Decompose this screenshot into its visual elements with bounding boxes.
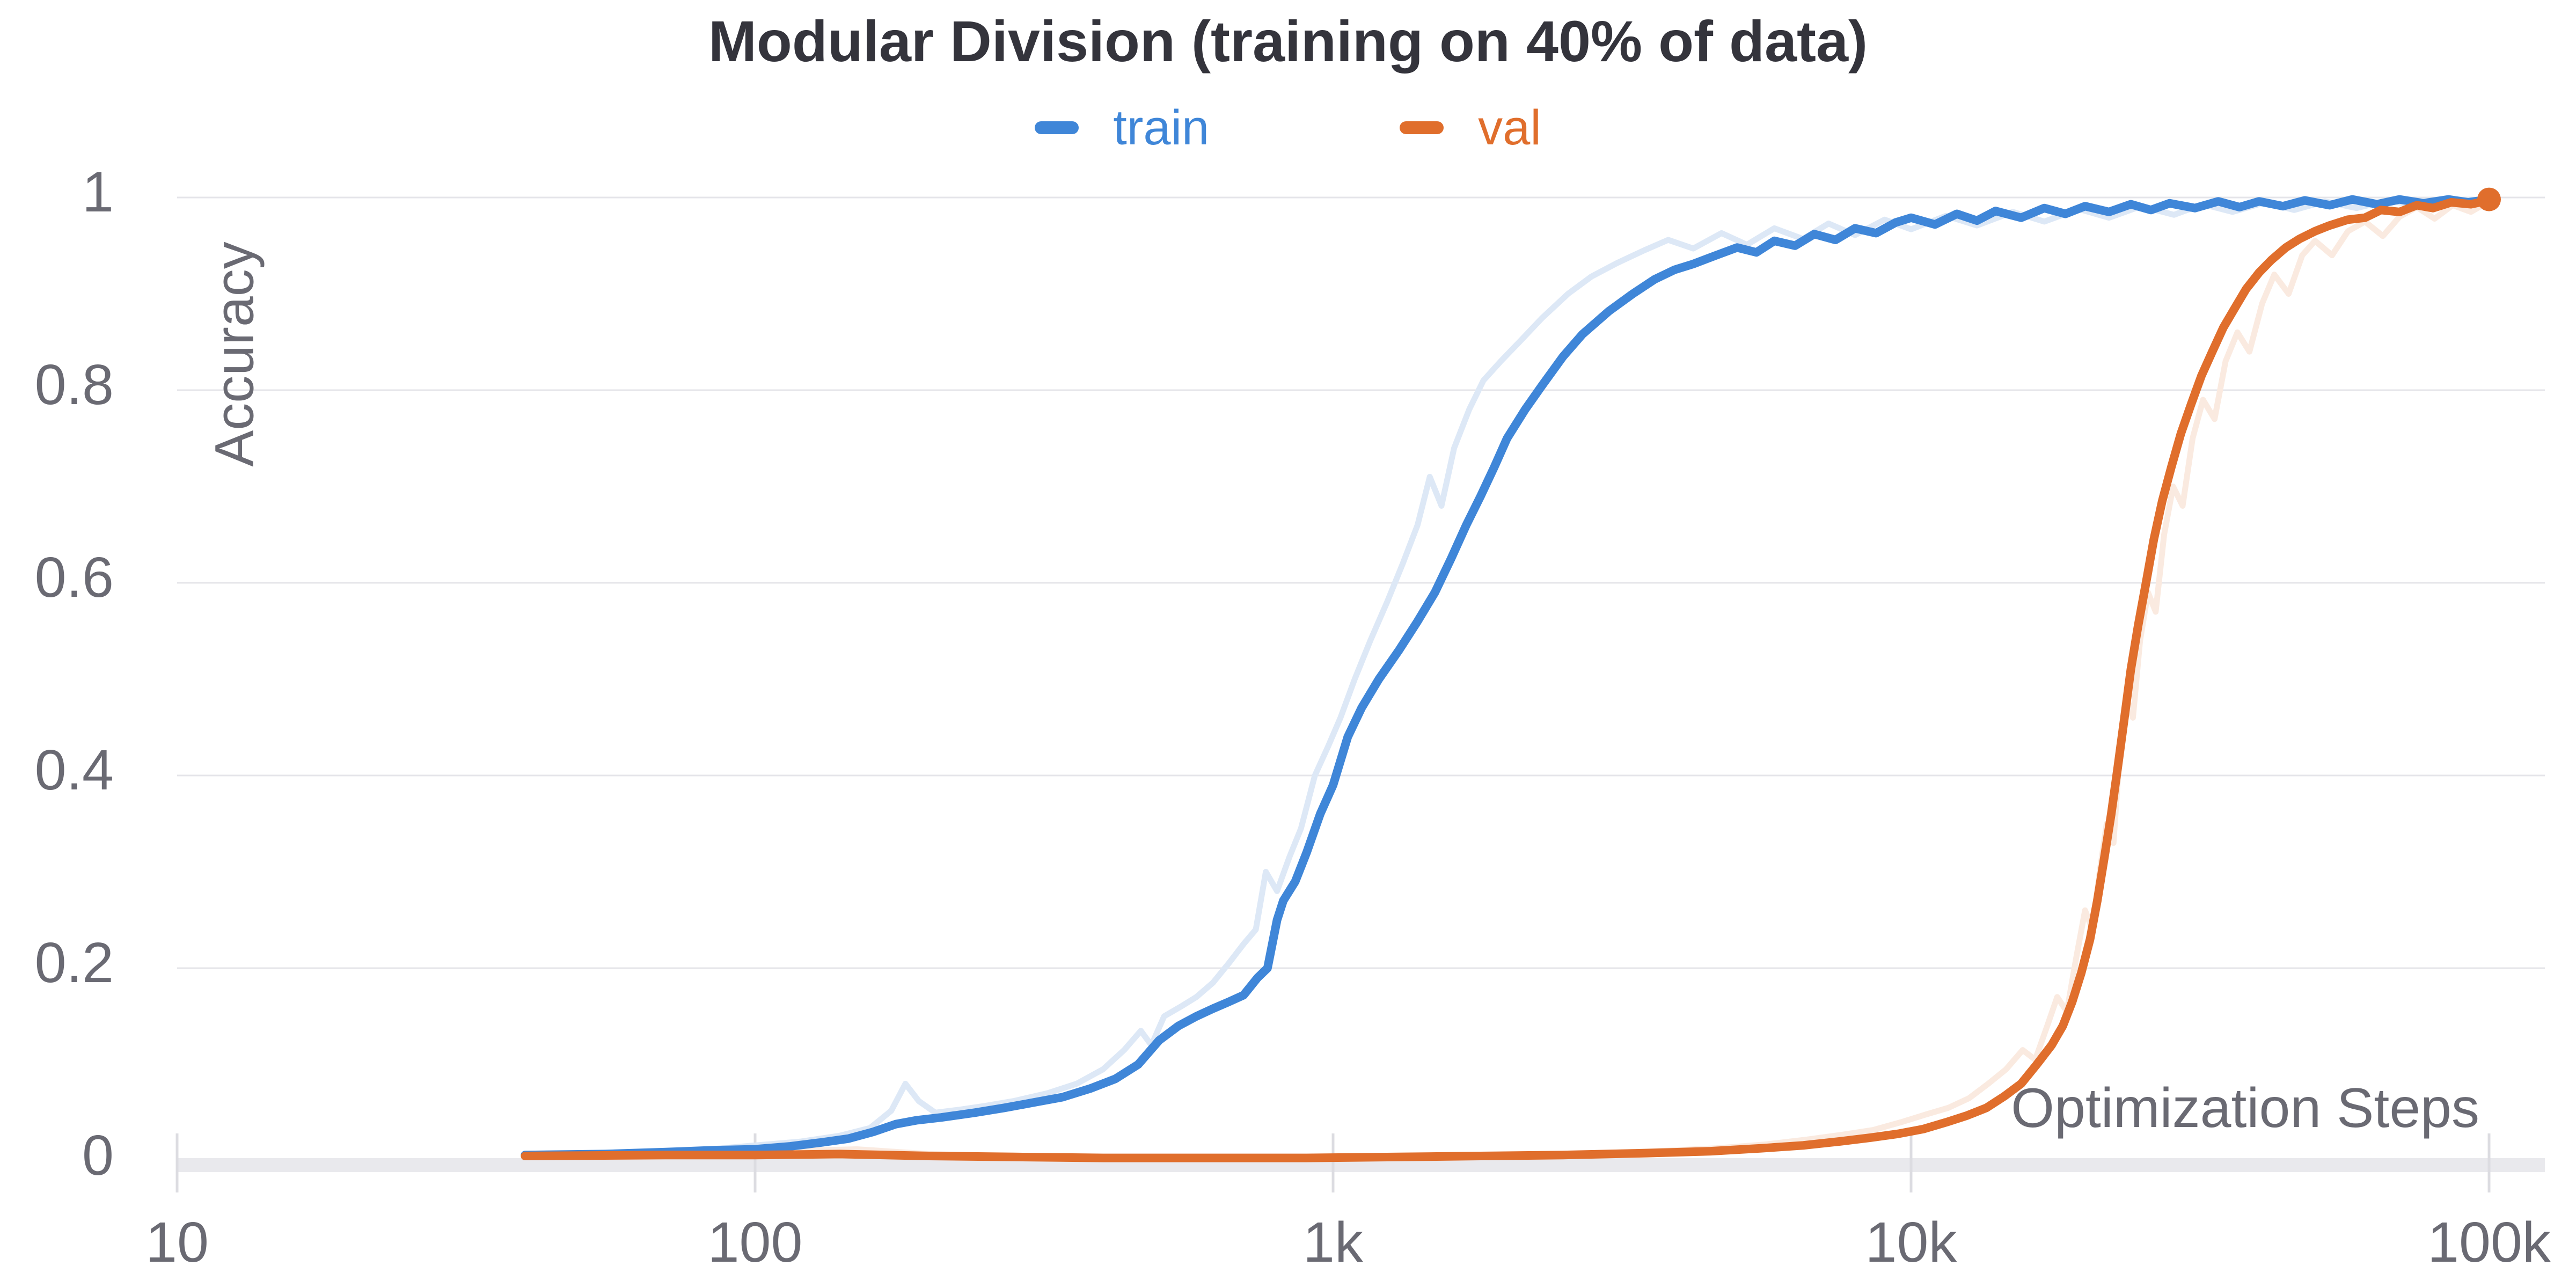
legend-label-train: train (1113, 100, 1210, 155)
y-tick-label-0.6: 0.6 (34, 546, 114, 609)
x-tick-label-1k: 1k (1303, 1211, 1363, 1274)
train-line-swatch-icon (1035, 121, 1079, 134)
val-line-swatch-icon (1400, 121, 1444, 134)
chart-title: Modular Division (training on 40% of dat… (708, 9, 1868, 74)
train-line (521, 195, 2493, 1160)
y-tick-label-1: 1 (82, 160, 114, 224)
legend: train val (0, 103, 2576, 152)
x-axis-title: Optimization Steps (2011, 1077, 2479, 1139)
legend-item-val[interactable]: val (1400, 103, 1541, 152)
x-tick-label-10k: 10k (1865, 1211, 1957, 1274)
legend-label-val: val (1478, 100, 1541, 155)
y-axis-title: Accuracy (203, 241, 265, 467)
x-tick-label-10: 10 (145, 1211, 209, 1274)
x-tick-label-100k: 100k (2427, 1211, 2551, 1274)
x-tick-label-100: 100 (707, 1211, 803, 1274)
val-end-marker (2477, 187, 2501, 211)
val-line (521, 196, 2493, 1162)
y-tick-label-0.8: 0.8 (34, 353, 114, 416)
train-raw-line (522, 196, 2492, 1159)
val-raw-line (522, 198, 2492, 1161)
y-tick-label-0.2: 0.2 (34, 931, 114, 994)
y-tick-label-0: 0 (82, 1124, 114, 1187)
legend-item-train[interactable]: train (1035, 103, 1209, 152)
y-tick-label-0.4: 0.4 (34, 738, 114, 802)
